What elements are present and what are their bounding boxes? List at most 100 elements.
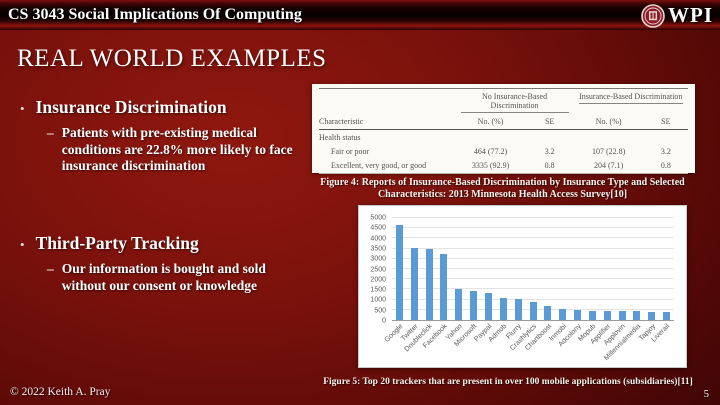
bar-slot: Millennialmedia — [603, 218, 645, 362]
table-cell: 3.2 — [544, 146, 555, 156]
table-body: Health status Fair or poor 464 (77.2) 3.2 10… — [319, 130, 688, 174]
table-cell — [526, 133, 574, 142]
bar-slot: Admob — [488, 218, 511, 344]
bar-slot: Applifier — [589, 218, 615, 346]
table-cell: 464 (77.2) — [473, 146, 508, 156]
gridline — [392, 278, 674, 280]
y-tick-label: 2000 — [370, 276, 386, 284]
bar-slot: Doubleclick — [404, 218, 437, 353]
bullet-label: Insurance Discrimination — [35, 97, 227, 117]
gridline — [392, 227, 674, 229]
bar — [663, 312, 671, 320]
bar-slot: Chartboost — [524, 218, 555, 352]
table-cell: 0.8 — [544, 160, 555, 170]
gridline — [392, 298, 674, 300]
table-cell — [644, 133, 688, 142]
bar-slot: Twitter — [400, 218, 422, 343]
chart-y-axis: 0 500 1000 1500 2000 2500 3000 3500 4000 4500 5000 — [359, 214, 390, 325]
bar-slot: Tapjoy — [637, 218, 659, 342]
y-tick-label: 4500 — [370, 224, 386, 232]
table-column-header: No. (%) — [477, 117, 504, 126]
table-row-label: Health status — [319, 132, 361, 142]
wpi-seal-icon — [641, 3, 665, 28]
table-group-header: Insurance-Based Discrimination — [574, 92, 688, 113]
bar-slot: Inmobi — [548, 218, 570, 343]
y-tick-label: 1000 — [370, 296, 386, 304]
gridline — [392, 268, 674, 269]
bar — [514, 299, 522, 320]
bar-slot: Facebook — [422, 218, 452, 350]
x-axis-label: Google — [383, 323, 405, 344]
chart-plot: Google Twitter Doubleclick Facebook Yahoo Mic… — [383, 217, 674, 362]
sub-bullet-marker: – — [47, 125, 54, 140]
table-column-header: SE — [544, 117, 555, 126]
bar — [425, 249, 433, 320]
bullet-group-insurance: • Insurance Discrimination – Patients wi… — [20, 97, 320, 175]
figure5-caption: Figure 5: Top 20 trackers that are prese… — [323, 377, 693, 387]
bar — [470, 291, 478, 320]
copyright-text: © 2022 Keith A. Pray — [10, 386, 111, 398]
bar — [648, 312, 656, 320]
table-cell: 204 (7.1) — [593, 160, 624, 170]
bar-slot: Google — [383, 218, 407, 344]
y-tick-label: 3500 — [370, 245, 386, 253]
gridline — [392, 217, 674, 218]
table-row: Excellent, very good, or good 3335 (92.9)… — [319, 158, 688, 172]
y-tick-label: 3000 — [370, 255, 386, 263]
table-cell — [574, 133, 644, 142]
table-group-header-row: No Insurance-Based Discrimination Insuran… — [319, 88, 688, 113]
table-cell: 0.8 — [660, 160, 671, 170]
gridline — [392, 237, 674, 239]
bullet-item: • Insurance Discrimination — [20, 97, 320, 118]
table-column-header: Characteristic — [319, 117, 364, 126]
sub-bullet-item: – Our information is bought and sold wit… — [47, 261, 320, 294]
table-cell: 107 (22.8) — [591, 146, 626, 156]
bullet-group-tracking: • Third-Party Tracking – Our information… — [20, 233, 320, 294]
sub-bullet-text: Patients with pre-existing medical condi… — [61, 125, 293, 174]
bar — [455, 289, 463, 320]
bar-slot: Flurry — [506, 218, 526, 341]
bar — [603, 311, 611, 320]
page-number: 5 — [703, 389, 709, 400]
chart-bars: Google Twitter Doubleclick Facebook Yahoo Mic… — [383, 218, 674, 362]
bar — [574, 309, 582, 320]
table-row: Health status — [319, 130, 688, 144]
figure4-caption: Figure 4: Reports of Insurance-Based Dis… — [320, 177, 685, 200]
page-title: REAL WORLD EXAMPLES — [17, 45, 327, 72]
course-title: CS 3043 Social Implications Of Computing — [8, 6, 302, 23]
bullet-marker: • — [20, 237, 25, 252]
bar — [618, 310, 626, 320]
figure5-chart: 0 500 1000 1500 2000 2500 3000 3500 4000 4500 5000… — [358, 205, 687, 368]
table-cell: 3335 (92.9) — [471, 160, 510, 170]
figure4-table: No Insurance-Based Discrimination Insuran… — [312, 84, 695, 174]
bar — [588, 310, 596, 320]
bar — [440, 254, 448, 320]
wpi-logo-text: WPI — [668, 3, 713, 27]
table-row: Fair or poor 464 (77.2) 3.2 107 (22.8) 3.2 — [319, 144, 688, 158]
gridline — [392, 288, 674, 290]
table-row-label: Excellent, very good, or good — [331, 160, 427, 170]
bar — [499, 297, 507, 320]
bar — [529, 301, 537, 320]
table-row-label: Fair or poor — [331, 146, 370, 156]
bar-slot: Adcolony — [557, 218, 585, 348]
bar-slot: Yahoo — [445, 218, 466, 342]
sub-bullet-text: Our information is bought and sold witho… — [61, 261, 266, 293]
wpi-logo: WPI — [641, 3, 713, 28]
table-group-spacer — [319, 92, 456, 113]
table-group-header-text: No Insurance-Based Discrimination — [460, 92, 569, 113]
bar — [484, 293, 492, 320]
bullet-label: Third-Party Tracking — [35, 233, 199, 253]
bar — [410, 247, 418, 320]
y-tick-label: 0 — [382, 317, 386, 325]
y-tick-label: 5000 — [370, 214, 386, 222]
sub-bullet-marker: – — [47, 261, 54, 276]
bar-slot: Mopub — [577, 218, 600, 343]
bar — [395, 225, 403, 320]
table-group-header: No Insurance-Based Discrimination — [456, 92, 574, 113]
sub-bullet-item: – Patients with pre-existing medical con… — [47, 125, 320, 175]
y-tick-label: 500 — [374, 307, 386, 315]
table-cell — [456, 133, 526, 142]
table-column-header: SE — [661, 117, 671, 126]
